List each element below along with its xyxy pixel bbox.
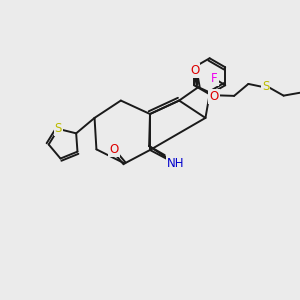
Text: O: O [190, 64, 199, 77]
Text: NH: NH [167, 157, 184, 170]
Text: S: S [55, 122, 62, 135]
Text: O: O [110, 143, 118, 156]
Text: S: S [262, 80, 269, 93]
Text: F: F [211, 73, 217, 85]
Text: O: O [209, 90, 219, 103]
